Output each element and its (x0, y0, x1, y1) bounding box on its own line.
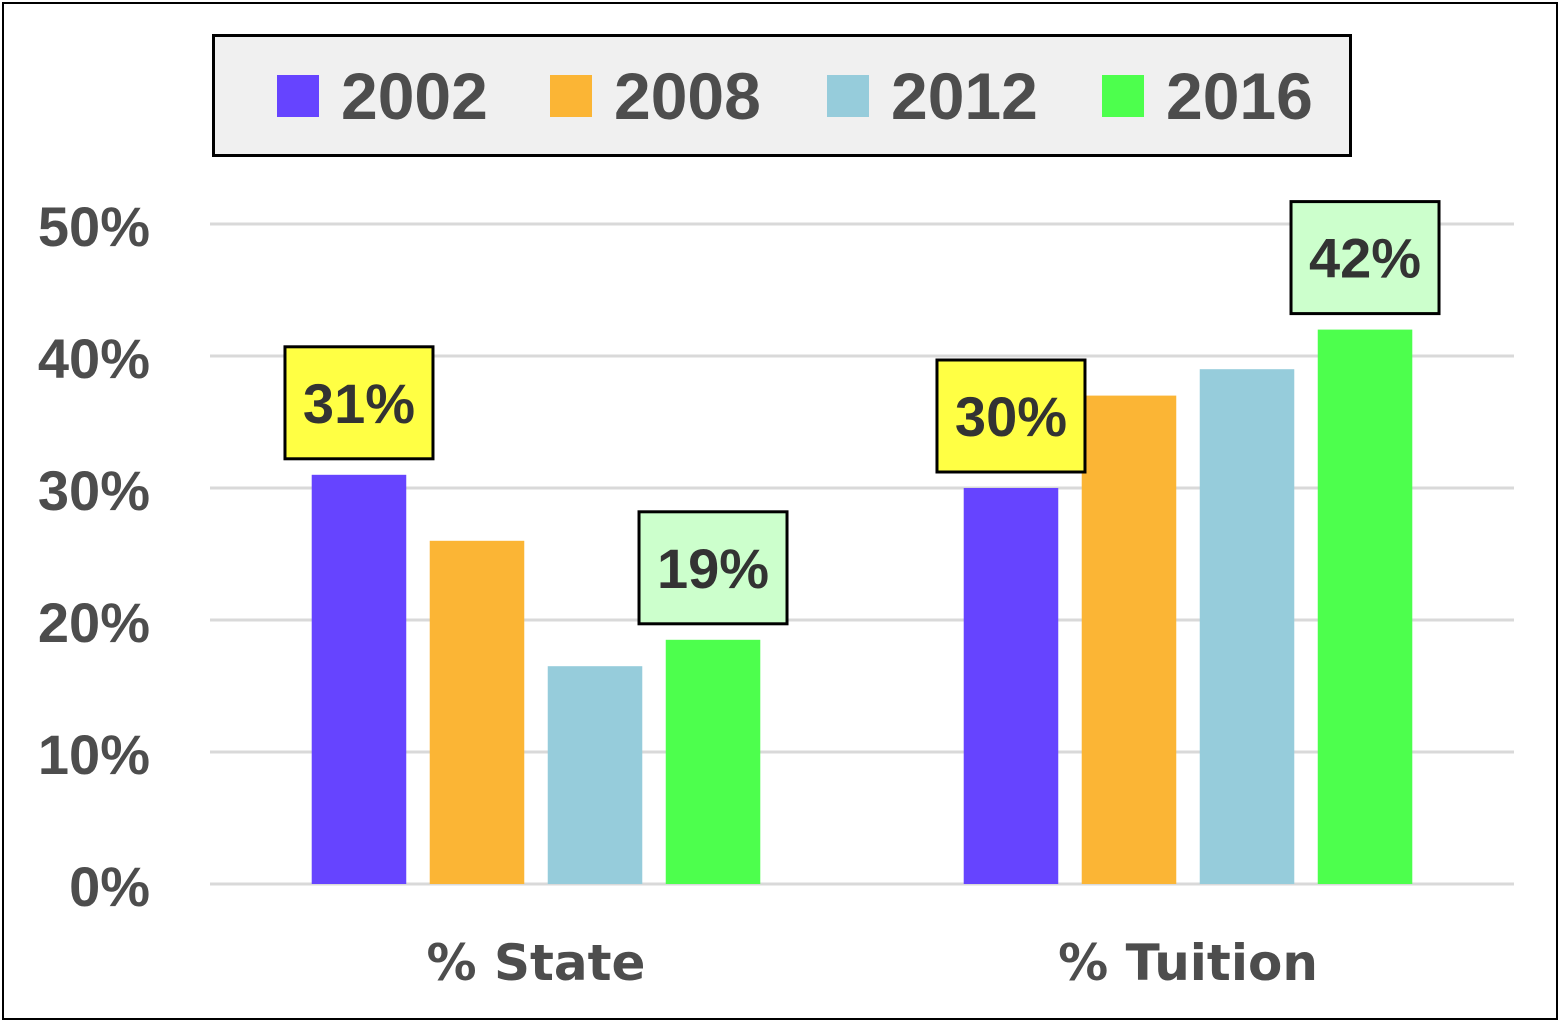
y-tick-label: 20% (38, 591, 150, 654)
bar (311, 474, 407, 884)
bar (547, 666, 643, 884)
legend-label: 2008 (614, 58, 761, 133)
bar (429, 540, 525, 884)
y-tick-label: 10% (38, 723, 150, 786)
bar (1317, 329, 1413, 885)
bar (963, 488, 1059, 884)
y-tick-label: 0% (69, 855, 150, 918)
bar (1081, 395, 1177, 884)
y-tick-label: 50% (38, 195, 150, 258)
data-label: 42% (1309, 227, 1421, 290)
legend: 2002 2008 2012 2016 (212, 34, 1352, 157)
y-tick-label: 30% (38, 459, 150, 522)
category-label: % State (427, 934, 646, 992)
legend-swatch (827, 74, 869, 117)
bar (1199, 369, 1295, 884)
legend-swatch (1102, 74, 1144, 117)
data-label-box (637, 510, 789, 626)
legend-label: 2016 (1166, 58, 1313, 133)
data-label-box (1289, 200, 1441, 316)
bar (665, 639, 761, 884)
legend-swatch (550, 74, 592, 117)
legend-label: 2012 (891, 58, 1038, 133)
category-label: % Tuition (1058, 934, 1318, 992)
data-label: 31% (303, 372, 415, 435)
legend-item-2012: 2012 (827, 37, 1038, 154)
legend-item-2016: 2016 (1102, 37, 1313, 154)
legend-swatch (277, 74, 319, 117)
data-label: 30% (955, 385, 1067, 448)
legend-item-2002: 2002 (277, 37, 488, 154)
legend-label: 2002 (341, 58, 488, 133)
y-tick-label: 40% (38, 327, 150, 390)
legend-item-2008: 2008 (550, 37, 761, 154)
data-label-box (935, 358, 1087, 474)
data-label-box (283, 345, 435, 461)
data-label: 19% (657, 537, 769, 600)
